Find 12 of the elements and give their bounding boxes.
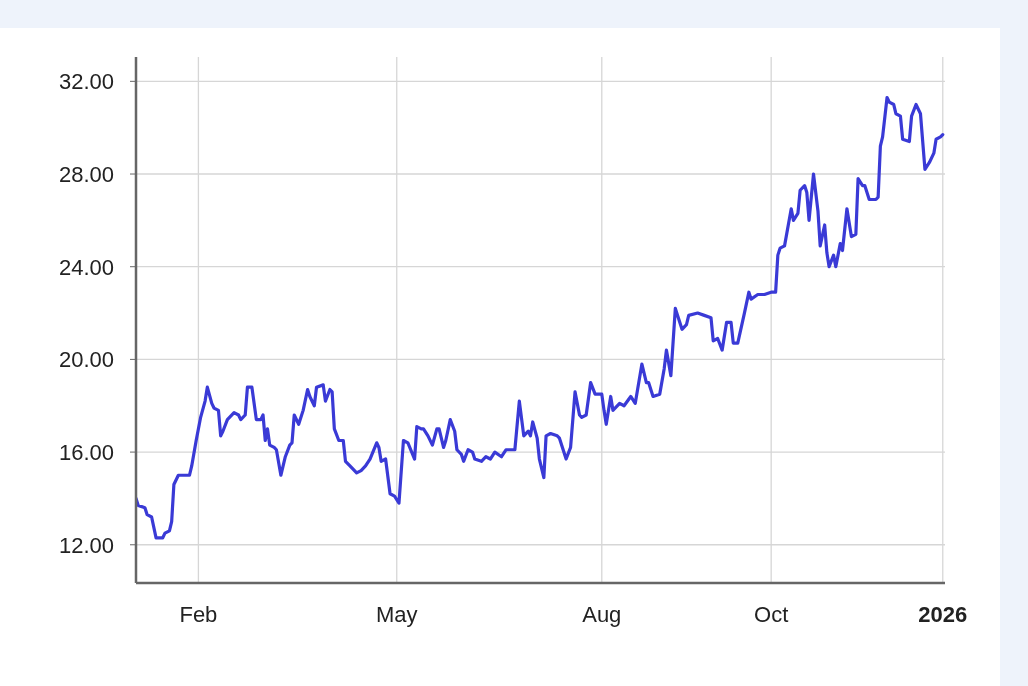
line-series bbox=[136, 95, 945, 540]
x-tick-label: May bbox=[375, 601, 418, 627]
y-tick-label: 16.00 bbox=[58, 439, 114, 465]
y-tick-label: 28.00 bbox=[58, 161, 114, 187]
x-tick-label: Feb bbox=[179, 601, 218, 627]
y-tick-label: 24.00 bbox=[58, 254, 114, 280]
x-tick-label: Oct bbox=[754, 601, 789, 627]
y-tick-label: 20.00 bbox=[58, 347, 114, 373]
x-tick-label: Aug bbox=[582, 601, 622, 627]
y-tick-label: 32.00 bbox=[58, 69, 114, 95]
x-tick-label: 2026 bbox=[918, 601, 968, 627]
y-tick-label: 12.00 bbox=[58, 532, 114, 558]
